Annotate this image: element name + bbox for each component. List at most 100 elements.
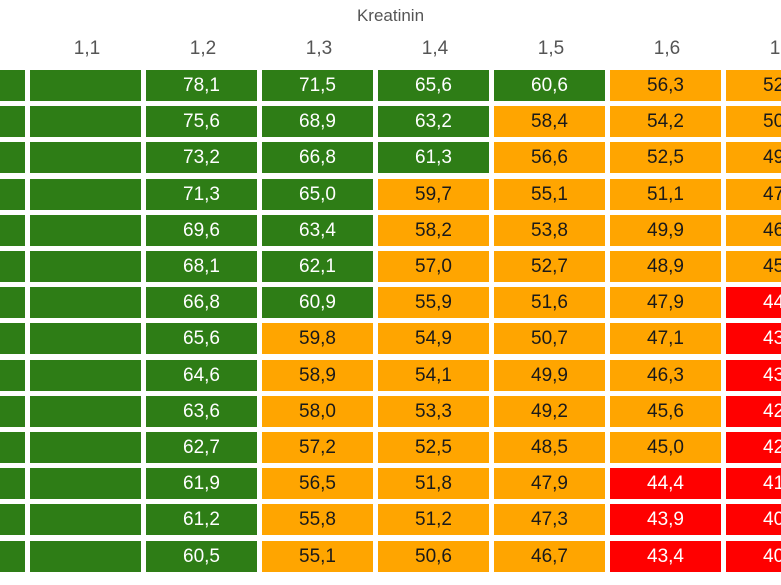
table-cell: 46,6 xyxy=(726,215,781,249)
table-cell: 66,8 xyxy=(146,287,260,321)
table-cell: 55,1 xyxy=(262,541,376,575)
table-cell: 64,6 xyxy=(146,360,260,394)
table-cell xyxy=(30,215,144,249)
column-header: 1,0 xyxy=(0,38,28,64)
table-cell: 65,6 xyxy=(146,323,260,357)
table-cell: 63,6 xyxy=(146,396,260,430)
table-cell: 46,3 xyxy=(610,360,724,394)
table-cell xyxy=(0,106,28,140)
table-cell: 54,1 xyxy=(378,360,492,394)
table-cell xyxy=(30,106,144,140)
table-cell: 55,8 xyxy=(262,504,376,538)
table-cell: 68,9 xyxy=(262,106,376,140)
table-cell xyxy=(0,142,28,176)
table-cell xyxy=(30,541,144,575)
table-cell xyxy=(30,360,144,394)
table-cell xyxy=(30,323,144,357)
table-cell xyxy=(0,251,28,285)
table-cell: 59,7 xyxy=(378,179,492,213)
table-cell xyxy=(0,541,28,575)
table-cell: 45,6 xyxy=(726,251,781,285)
table-cell xyxy=(30,70,144,104)
table-cell xyxy=(30,287,144,321)
table-cell: 59,8 xyxy=(262,323,376,357)
table-cell: 45,6 xyxy=(610,396,724,430)
table-cell: 50,5 xyxy=(726,106,781,140)
table-cell: 58,9 xyxy=(262,360,376,394)
table-cell: 51,6 xyxy=(494,287,608,321)
table-cell xyxy=(0,179,28,213)
table-cell: 65,0 xyxy=(262,179,376,213)
table-cell: 51,8 xyxy=(378,468,492,502)
table-cell: 46,7 xyxy=(494,541,608,575)
table-cell xyxy=(0,70,28,104)
table-cell: 61,2 xyxy=(146,504,260,538)
table-cell: 52,7 xyxy=(494,251,608,285)
table-cell: 47,1 xyxy=(610,323,724,357)
table-cell: 68,1 xyxy=(146,251,260,285)
table-cell: 50,6 xyxy=(378,541,492,575)
table-title: Kreatinin xyxy=(356,6,425,25)
table-cell xyxy=(30,396,144,430)
table-cell: 63,4 xyxy=(262,215,376,249)
table-cell: 58,4 xyxy=(494,106,608,140)
table-cell xyxy=(0,287,28,321)
table-cell xyxy=(0,432,28,466)
table-cell: 47,3 xyxy=(494,504,608,538)
table-cell: 48,5 xyxy=(494,432,608,466)
table-cell xyxy=(30,142,144,176)
table-cell: 44,7 xyxy=(726,287,781,321)
table-cell: 40,4 xyxy=(726,541,781,575)
column-header: 1,6 xyxy=(653,38,681,59)
table-cell: 55,9 xyxy=(378,287,492,321)
table-cell: 43,9 xyxy=(610,504,724,538)
table-cell: 56,5 xyxy=(262,468,376,502)
table-cell: 47,9 xyxy=(610,287,724,321)
table-cell xyxy=(30,468,144,502)
table-cell: 51,2 xyxy=(378,504,492,538)
table-cell: 73,2 xyxy=(146,142,260,176)
table-cell: 60,9 xyxy=(262,287,376,321)
table-cell: 66,8 xyxy=(262,142,376,176)
column-header: 1,3 xyxy=(305,38,333,59)
table-cell: 44,4 xyxy=(610,468,724,502)
table-cell xyxy=(0,468,28,502)
table-cell xyxy=(0,504,28,538)
table-cell: 48,9 xyxy=(610,251,724,285)
table-cell: 49,9 xyxy=(494,360,608,394)
column-header: 1,7 xyxy=(769,38,781,59)
table-cell: 78,1 xyxy=(146,70,260,104)
table-cell: 65,6 xyxy=(378,70,492,104)
table-cell: 42,0 xyxy=(726,432,781,466)
table-cell: 57,0 xyxy=(378,251,492,285)
table-cell: 47,7 xyxy=(726,179,781,213)
column-header: 1,2 xyxy=(189,38,217,59)
table-cell: 52,5 xyxy=(610,142,724,176)
table-cell: 58,2 xyxy=(378,215,492,249)
table-cell: 47,9 xyxy=(494,468,608,502)
table-cell: 40,9 xyxy=(726,504,781,538)
table-cell xyxy=(0,323,28,357)
table-cell: 51,1 xyxy=(610,179,724,213)
table-cell: 54,2 xyxy=(610,106,724,140)
table-cell xyxy=(30,432,144,466)
table-cell: 43,2 xyxy=(726,360,781,394)
table-cell: 63,2 xyxy=(378,106,492,140)
column-header: 1,1 xyxy=(73,38,101,59)
column-header: 1,5 xyxy=(537,38,565,59)
table-cell: 69,6 xyxy=(146,215,260,249)
table-cell: 55,1 xyxy=(494,179,608,213)
table-cell: 56,6 xyxy=(494,142,608,176)
table-cell: 61,3 xyxy=(378,142,492,176)
table-cell xyxy=(0,360,28,394)
table-cell: 52,5 xyxy=(726,70,781,104)
table-cell: 61,9 xyxy=(146,468,260,502)
table-cell: 49,0 xyxy=(726,142,781,176)
table-cell xyxy=(0,215,28,249)
table-cell: 45,0 xyxy=(610,432,724,466)
table-cell xyxy=(30,251,144,285)
table-cell: 52,5 xyxy=(378,432,492,466)
table-cell: 49,2 xyxy=(494,396,608,430)
table-cell xyxy=(30,179,144,213)
